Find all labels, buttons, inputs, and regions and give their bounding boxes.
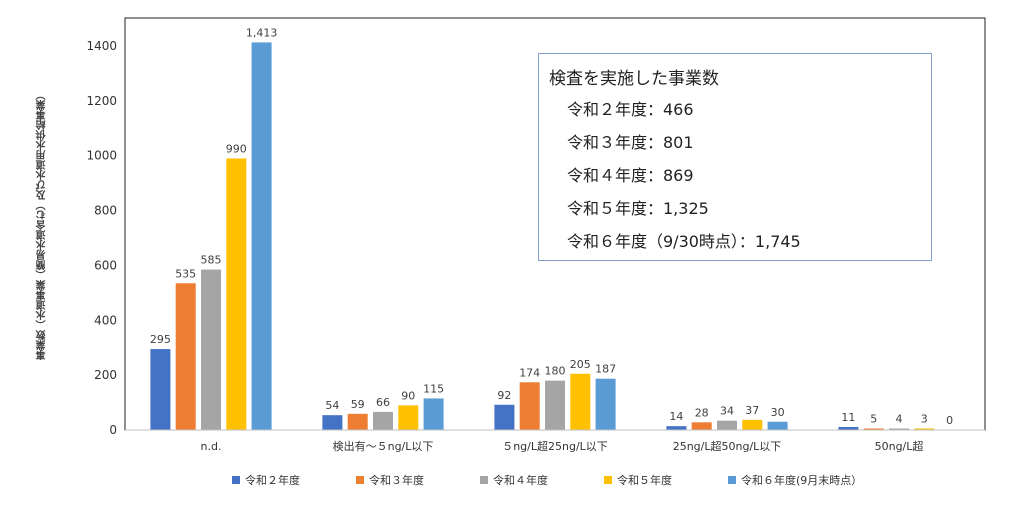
data-label: 585: [201, 254, 222, 267]
data-label: 187: [595, 363, 616, 376]
data-label: 37: [745, 404, 759, 417]
legend-item: 令和２年度: [232, 470, 300, 492]
data-label: 180: [545, 365, 566, 378]
data-label: 1,413: [246, 26, 278, 39]
legend-swatch: [356, 476, 364, 484]
bar: [545, 380, 565, 430]
annotation-line: 令和５年度：1,325: [567, 199, 709, 218]
y-tick-label: 1200: [86, 94, 117, 108]
bar: [373, 411, 393, 430]
bar: [347, 413, 368, 430]
bar: [717, 420, 737, 430]
bar: [889, 428, 909, 430]
bar: [322, 415, 343, 430]
x-tick-label: ５ng/L超25ng/L以下: [502, 439, 608, 453]
legend-swatch: [728, 476, 736, 484]
x-tick-label: 50ng/L超: [875, 439, 924, 453]
data-label: 5: [870, 413, 877, 426]
x-tick-label: 25ng/L超50ng/L以下: [673, 439, 782, 453]
legend-label: 令和５年度: [617, 474, 672, 487]
data-label: 30: [771, 406, 785, 419]
legend-swatch: [480, 476, 488, 484]
bar: [226, 158, 247, 430]
legend-label: 令和４年度: [493, 474, 548, 487]
annotation-line: 令和４年度：869: [567, 166, 694, 185]
data-label: 0: [946, 414, 953, 427]
bar: [838, 426, 859, 430]
data-label: 14: [669, 410, 683, 423]
bar: [519, 382, 540, 430]
y-tick-label: 1000: [86, 149, 117, 163]
annotation-line: 令和２年度：466: [567, 100, 694, 119]
data-label: 34: [720, 405, 734, 418]
annotation-line: 令和６年度（9/30時点）：1,745: [567, 232, 801, 251]
bar: [150, 349, 171, 430]
annotation-title: 検査を実施した事業数: [549, 69, 719, 89]
legend: 令和２年度 令和３年度 令和４年度 令和５年度 令和６年度(9月末時点）: [0, 470, 1024, 494]
bar: [201, 269, 221, 430]
y-tick-label: 200: [94, 368, 117, 382]
y-tick-label: 800: [94, 204, 117, 218]
bar: [767, 421, 788, 430]
annotation-box: 検査を実施した事業数 令和２年度：466 令和３年度：801 令和４年度：869…: [538, 53, 932, 261]
bar: [595, 378, 616, 430]
bar: [666, 426, 687, 430]
data-label: 90: [401, 389, 415, 402]
y-tick-label: 1400: [86, 39, 117, 53]
data-label: 3: [921, 413, 928, 426]
y-tick-label: 400: [94, 313, 117, 327]
x-tick-label: n.d.: [201, 440, 222, 453]
data-label: 11: [841, 411, 855, 424]
bar: [691, 422, 712, 430]
annotation-line: 令和３年度：801: [567, 133, 694, 152]
legend-item: 令和５年度: [604, 470, 672, 492]
data-label: 115: [423, 382, 444, 395]
bar: [742, 419, 763, 430]
legend-item: 令和６年度(9月末時点）: [728, 470, 862, 492]
data-label: 205: [570, 358, 591, 371]
legend-swatch: [232, 476, 240, 484]
bar: [423, 398, 444, 430]
y-axis-label: 事業数（水道事業（簡易水道含む）及び水道用水供給事業）: [37, 90, 48, 360]
legend-label: 令和２年度: [245, 474, 300, 487]
legend-item: 令和３年度: [356, 470, 424, 492]
data-label: 59: [351, 398, 365, 411]
data-label: 295: [150, 333, 171, 346]
data-label: 92: [497, 389, 511, 402]
legend-item: 令和４年度: [480, 470, 548, 492]
bar: [494, 404, 515, 430]
bar: [175, 283, 196, 430]
bar: [570, 373, 591, 430]
data-label: 4: [896, 413, 903, 426]
x-tick-label: 検出有～５ng/L以下: [333, 439, 434, 453]
bar: [251, 42, 272, 430]
y-tick-label: 600: [94, 258, 117, 272]
data-label: 990: [226, 142, 247, 155]
bar: [863, 428, 884, 430]
data-label: 54: [325, 399, 339, 412]
bar: [398, 405, 419, 430]
legend-swatch: [604, 476, 612, 484]
legend-label: 令和３年度: [369, 474, 424, 487]
data-label: 66: [376, 396, 390, 409]
legend-label: 令和６年度(9月末時点）: [741, 474, 863, 487]
data-label: 535: [175, 267, 196, 280]
bar: [914, 428, 935, 430]
y-tick-label: 0: [109, 423, 117, 437]
data-label: 174: [519, 366, 540, 379]
data-label: 28: [695, 406, 709, 419]
